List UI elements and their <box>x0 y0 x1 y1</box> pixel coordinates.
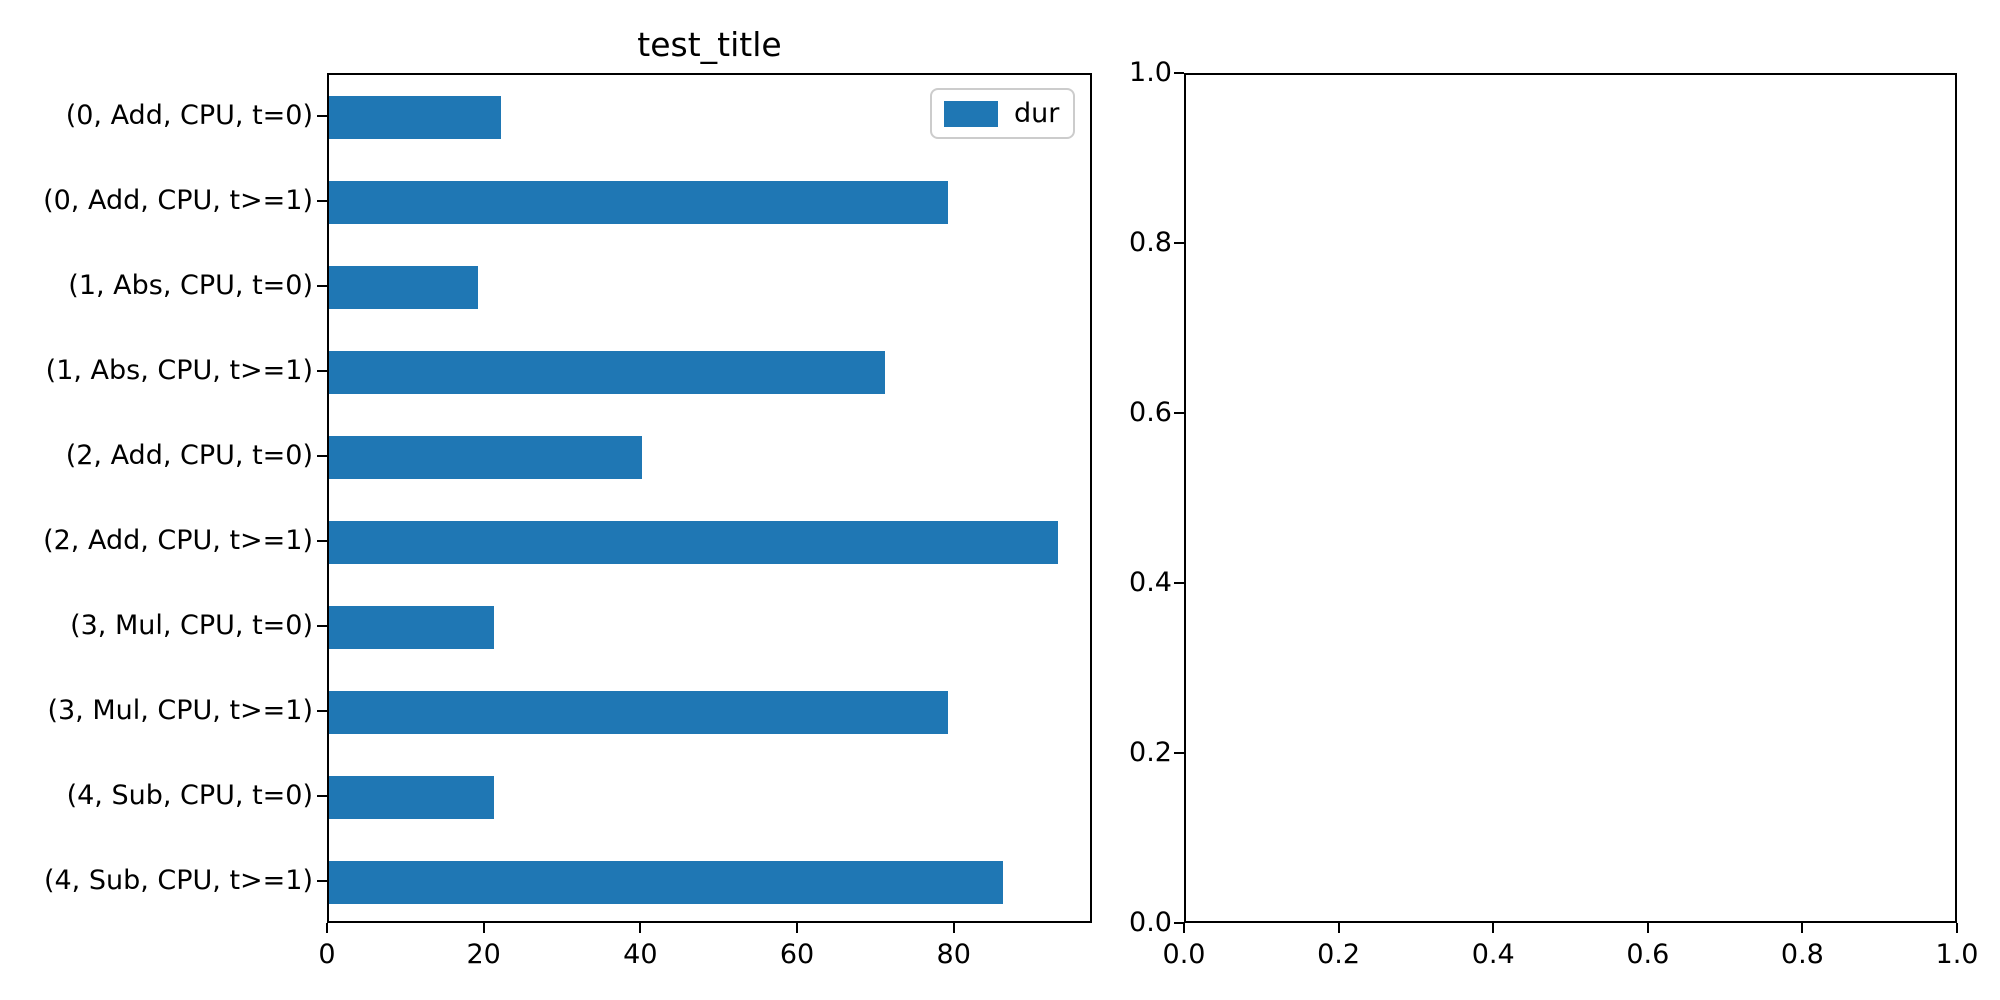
bar <box>329 96 502 139</box>
y-tick-mark <box>1174 412 1184 414</box>
bar <box>329 691 948 734</box>
y-tick-mark <box>1174 72 1184 74</box>
x-tick-label: 60 <box>779 939 815 970</box>
y-tick-mark <box>317 709 327 712</box>
x-tick-label: 40 <box>623 939 658 970</box>
bar <box>329 521 1058 564</box>
y-tick-mark <box>317 199 327 202</box>
y-tick-label: 0.4 <box>1129 567 1172 598</box>
y-tick-label: 0.8 <box>1129 227 1172 258</box>
y-tick-label: 1.0 <box>1129 57 1172 88</box>
y-tick-label: 0.6 <box>1129 397 1172 428</box>
y-tick-label: (0, Add, CPU, t=0) <box>65 99 313 131</box>
x-tick-mark <box>1956 923 1958 933</box>
y-tick-mark <box>317 539 327 542</box>
x-tick-mark <box>1337 923 1340 933</box>
y-tick-mark <box>1174 752 1184 754</box>
x-tick-mark <box>1492 923 1495 933</box>
y-tick-mark <box>317 369 327 372</box>
chart-title: test_title <box>637 25 782 64</box>
y-tick-label: (1, Abs, CPU, t>=1) <box>45 354 313 386</box>
empty-axes <box>1184 73 1957 923</box>
y-tick-label: (3, Mul, CPU, t>=1) <box>47 694 313 726</box>
y-tick-label: (0, Add, CPU, t>=1) <box>43 184 313 216</box>
y-tick-mark <box>317 879 327 882</box>
x-tick-label: 0.2 <box>1317 939 1361 970</box>
bar <box>329 861 1003 904</box>
bar <box>329 436 643 479</box>
y-tick-label: 0.0 <box>1129 907 1172 938</box>
x-tick-label: 0.8 <box>1780 939 1824 970</box>
x-tick-label: 0.0 <box>1162 939 1206 970</box>
y-tick-mark <box>317 114 327 117</box>
y-tick-label: (2, Add, CPU, t>=1) <box>43 524 313 556</box>
bar <box>329 266 478 309</box>
bar <box>329 776 494 819</box>
y-tick-mark <box>1174 582 1184 584</box>
bar <box>329 606 494 649</box>
x-tick-mark <box>796 923 799 933</box>
x-tick-mark <box>952 923 955 933</box>
x-tick-label: 20 <box>466 939 501 970</box>
bar <box>329 181 948 224</box>
x-tick-mark <box>482 923 485 933</box>
y-tick-mark <box>317 624 327 627</box>
y-tick-mark <box>1174 922 1184 924</box>
x-tick-label: 0 <box>318 939 336 970</box>
x-tick-label: 0.4 <box>1471 939 1515 970</box>
x-tick-label: 80 <box>936 939 971 970</box>
x-tick-mark <box>1801 923 1804 933</box>
legend-label: dur <box>1014 98 1060 129</box>
y-tick-mark <box>317 284 327 287</box>
y-tick-label: 0.2 <box>1129 737 1172 768</box>
y-tick-label: (4, Sub, CPU, t=0) <box>66 779 313 811</box>
y-tick-mark <box>317 794 327 797</box>
legend-color-swatch <box>944 100 998 127</box>
bar-plot-area <box>329 75 1090 921</box>
x-tick-mark <box>1646 923 1649 933</box>
y-tick-label: (2, Add, CPU, t=0) <box>65 439 313 471</box>
legend: dur <box>930 88 1075 139</box>
x-tick-label: 1.0 <box>1935 939 1979 970</box>
y-tick-label: (4, Sub, CPU, t>=1) <box>43 864 313 896</box>
x-tick-mark <box>326 923 328 933</box>
y-tick-mark <box>1174 242 1184 244</box>
x-tick-mark <box>1183 923 1185 933</box>
y-tick-label: (3, Mul, CPU, t=0) <box>70 609 313 641</box>
y-tick-mark <box>317 454 327 457</box>
bar-chart-axes <box>327 73 1092 923</box>
x-tick-label: 0.6 <box>1626 939 1670 970</box>
bar <box>329 351 886 394</box>
x-tick-mark <box>639 923 642 933</box>
y-tick-label: (1, Abs, CPU, t=0) <box>68 269 313 301</box>
